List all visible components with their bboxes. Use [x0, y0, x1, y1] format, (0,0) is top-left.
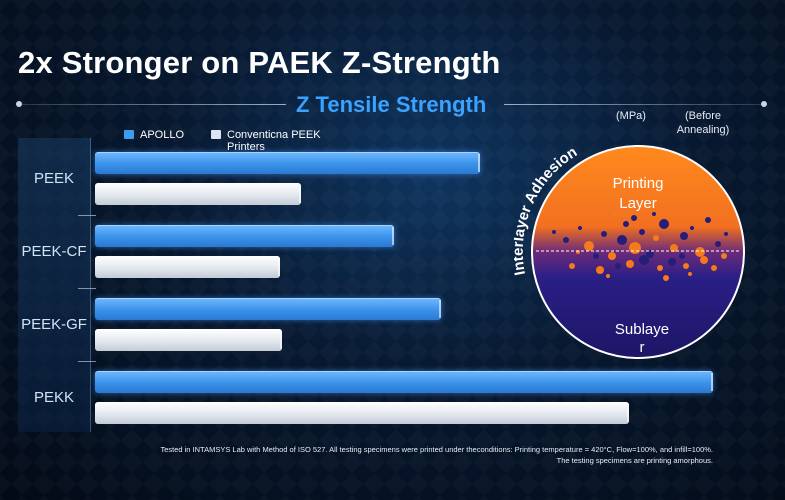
bar-conventional	[95, 329, 282, 351]
sublayer-label-1: Sublaye	[615, 321, 669, 338]
legend-swatch-conventional	[211, 130, 221, 139]
footnote-line2: The testing specimens are printing amorp…	[556, 456, 713, 465]
bar-conventional	[95, 183, 301, 205]
particle	[680, 232, 688, 240]
particle	[695, 247, 705, 257]
particle	[715, 241, 721, 247]
category-label: PEKK	[33, 389, 75, 406]
annealing-note: (Before Annealing)	[668, 109, 738, 137]
legend-label-apollo: APOLLO	[140, 129, 185, 141]
bar-apollo	[95, 371, 713, 393]
bar-apollo	[95, 152, 480, 174]
bar-apollo	[95, 225, 394, 247]
particle	[612, 212, 616, 216]
bar-highlight	[299, 185, 301, 203]
particle	[679, 253, 685, 259]
footnote-line1: Tested in INTAMSYS Lab with Method of IS…	[160, 445, 713, 454]
bar-conventional	[95, 256, 280, 278]
annealing-note-line2: Annealing)	[676, 124, 730, 136]
particle	[711, 265, 717, 271]
particle	[601, 231, 607, 237]
particle	[663, 275, 669, 281]
legend-label-conventional: Conventicna PEEK Printers	[227, 129, 321, 153]
category-separator	[78, 361, 96, 362]
category-label: PEEK	[33, 170, 75, 187]
particle	[639, 229, 645, 235]
particle	[646, 250, 654, 258]
particle	[584, 241, 594, 251]
particle	[659, 219, 669, 229]
circle-outline	[531, 145, 745, 359]
chart-subtitle: Z Tensile Strength	[296, 92, 487, 117]
sublayer-label-2: r	[640, 339, 645, 356]
bar-apollo	[95, 298, 441, 320]
particle	[653, 235, 659, 241]
bar-highlight	[439, 300, 441, 318]
particle	[705, 217, 711, 223]
bar-highlight	[280, 331, 282, 349]
units-label: (MPa)	[616, 110, 646, 122]
particle	[683, 263, 689, 269]
legend-conventional: Conventicna PEEK Printers	[211, 129, 321, 153]
particle	[629, 242, 641, 254]
particle	[721, 253, 727, 259]
rule-dot-left	[16, 101, 22, 107]
legend-swatch-apollo	[124, 130, 134, 139]
particle	[593, 253, 599, 259]
particle-group	[552, 212, 728, 281]
particle	[569, 263, 575, 269]
bar-highlight	[478, 154, 480, 172]
bar-highlight	[711, 373, 713, 391]
printing-layer-label-1: Printing	[613, 175, 664, 192]
page-title: 2x Stronger on PAEK Z-Strength	[18, 45, 501, 80]
particle	[724, 232, 728, 236]
category-separator	[78, 288, 96, 289]
particle	[670, 244, 678, 252]
particle	[631, 215, 637, 221]
particle	[668, 258, 676, 266]
bar-conventional	[95, 402, 629, 424]
adhesion-diagram-svg: Interlayer Adhesion Printing Layer Subla…	[510, 143, 745, 359]
particle	[652, 212, 656, 216]
particle	[700, 256, 708, 264]
particle	[626, 260, 634, 268]
particle	[657, 265, 663, 271]
category-separator	[78, 215, 96, 216]
rule-dot-right	[761, 101, 767, 107]
particle	[615, 263, 621, 269]
particle	[563, 237, 569, 243]
particle	[688, 272, 692, 276]
legend-apollo: APOLLO	[124, 129, 186, 141]
category-label: PEEK-GF	[21, 316, 87, 333]
category-panel	[18, 138, 91, 432]
particle	[596, 266, 604, 274]
interlayer-adhesion-diagram: Interlayer Adhesion Printing Layer Subla…	[510, 128, 762, 376]
printing-layer-label-2: Layer	[619, 195, 657, 212]
particle	[606, 274, 610, 278]
particle	[617, 235, 627, 245]
footnote: Tested in INTAMSYS Lab with Method of IS…	[120, 444, 713, 466]
bar-highlight	[392, 227, 394, 245]
particle	[690, 226, 694, 230]
particle	[623, 221, 629, 227]
particle	[639, 255, 649, 265]
particle	[608, 252, 616, 260]
bar-highlight	[627, 404, 629, 422]
annealing-note-line1: (Before	[684, 110, 722, 122]
subtitle-rule-left	[18, 104, 286, 105]
category-label: PEEK-CF	[21, 243, 87, 260]
particle	[552, 230, 556, 234]
subtitle-rule-right	[504, 104, 764, 105]
particle	[578, 226, 582, 230]
bar-highlight	[278, 258, 280, 276]
